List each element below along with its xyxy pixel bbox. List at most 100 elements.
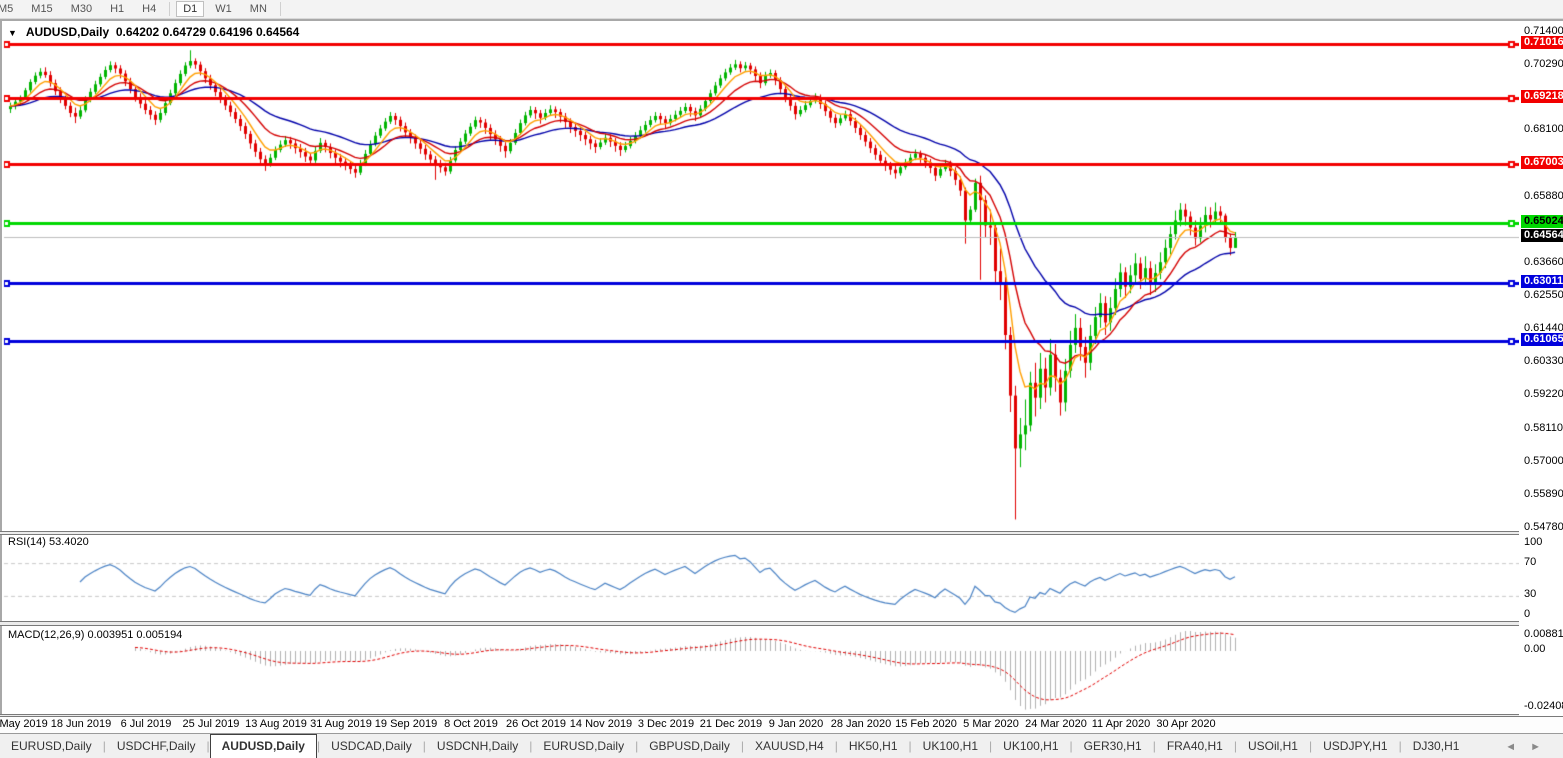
tab-gbpusd-daily-6[interactable]: GBPUSD,Daily [649, 739, 730, 753]
macd-tick-label: 0.008815 [1524, 628, 1563, 640]
symbol-tab-bar: EURUSD,Daily | USDCHF,Daily | AUDUSD,Daily | U… [0, 733, 1563, 758]
tab-separator: | [316, 739, 321, 753]
macd-tick-label: 0.00 [1524, 643, 1546, 655]
tab-separator: | [908, 739, 912, 753]
tab-usdcad-daily-3[interactable]: USDCAD,Daily [331, 739, 412, 753]
price-tick-label: 0.70290 [1524, 58, 1563, 71]
current-price-badge: 0.64564 [1521, 229, 1563, 242]
timeframe-button-h1[interactable]: H1 [110, 3, 125, 15]
toolbar-separator [169, 2, 171, 16]
tab-separator: | [529, 739, 533, 753]
tab-separator: | [1233, 739, 1237, 753]
price-level-badge[interactable]: 0.69218 [1521, 90, 1563, 104]
timeframe-button-d1[interactable]: D1 [176, 1, 205, 17]
price-tick-label: 0.63660 [1524, 255, 1563, 268]
tab-separator: | [740, 739, 745, 753]
time-axis-label: 15 Feb 2020 [895, 718, 957, 730]
price-tick-label: 0.58110 [1524, 421, 1563, 434]
macd-values: 0.003951 0.005194 [87, 629, 183, 641]
time-axis-label: 30 Apr 2020 [1156, 718, 1216, 730]
price-tick-label: 0.61440 [1524, 322, 1563, 335]
tab-xauusd-h4-7[interactable]: XAUUSD,H4 [755, 739, 824, 753]
tab-usdchf-daily-1[interactable]: USDCHF,Daily [116, 739, 196, 753]
tab-separator: | [102, 739, 106, 753]
price-level-badge[interactable]: 0.61065 [1521, 333, 1563, 347]
tab-eurusd-daily-0[interactable]: EURUSD,Daily [11, 739, 92, 753]
price-tick-label: 0.65880 [1524, 189, 1563, 202]
rsi-tick-label: 30 [1524, 588, 1537, 601]
price-level-badge[interactable]: 0.65024 [1521, 215, 1563, 229]
timeframe-button-w1[interactable]: W1 [215, 3, 232, 15]
tab-ger30-h1-11[interactable]: GER30,H1 [1083, 739, 1142, 753]
tab-uk100-h1-10[interactable]: UK100,H1 [1003, 739, 1059, 753]
time-axis-label: 24 Mar 2020 [1025, 718, 1087, 730]
pane-splitter-macd-bottom [0, 714, 1563, 717]
chart-dropdown-icon[interactable]: ▼ [8, 28, 17, 38]
timeframe-button-m15[interactable]: M15 [31, 3, 53, 15]
time-axis-label: 13 Aug 2019 [245, 718, 307, 730]
time-axis-label: 3 Dec 2019 [637, 718, 695, 730]
tab-separator: | [989, 739, 993, 753]
tab-separator: | [1308, 739, 1313, 753]
tab-separator: | [206, 739, 210, 753]
price-tick-label: 0.71400 [1524, 25, 1563, 37]
rsi-indicator-label: RSI(14) 53.4020 [8, 536, 89, 548]
time-axis-label: 18 Jun 2019 [50, 718, 112, 730]
tabs-scroll-arrows[interactable]: ◄► [1505, 741, 1555, 753]
time-axis-label: 30 May 2019 [0, 718, 48, 730]
macd-indicator-label: MACD(12,26,9) 0.003951 0.005194 [8, 629, 183, 641]
pane-splitter-main-rsi[interactable] [0, 531, 1563, 535]
price-level-badge[interactable]: 0.71016 [1521, 36, 1563, 50]
tab-fra40-h1-12[interactable]: FRA40,H1 [1166, 739, 1223, 753]
time-axis-label: 9 Jan 2020 [768, 718, 824, 730]
time-axis-label: 31 Aug 2019 [310, 718, 372, 730]
timeframe-button-h4[interactable]: H4 [142, 3, 157, 15]
price-level-badge[interactable]: 0.67003 [1521, 156, 1563, 170]
price-tick-label: 0.54780 [1524, 521, 1563, 533]
chart-plot[interactable] [2, 21, 1563, 735]
chart-title: ▼ AUDUSD,Daily 0.64202 0.64729 0.64196 0… [8, 25, 299, 39]
tab-usoil-h1-13[interactable]: USOil,H1 [1247, 739, 1298, 753]
tab-separator: | [635, 739, 639, 753]
tab-separator: | [1152, 739, 1156, 753]
price-tick-label: 0.55890 [1524, 487, 1563, 500]
rsi-tick-label: 70 [1524, 555, 1537, 568]
price-level-badge[interactable]: 0.63011 [1521, 275, 1563, 289]
chart-window [0, 19, 1563, 735]
price-tick-label: 0.60330 [1524, 355, 1563, 368]
time-axis-label: 26 Oct 2019 [506, 718, 566, 730]
chart-ohlc-values: 0.64202 0.64729 0.64196 0.64564 [115, 25, 300, 39]
time-axis-label: 8 Oct 2019 [444, 718, 498, 730]
time-axis-label: 6 Jul 2019 [120, 718, 172, 730]
time-axis-label: 21 Dec 2019 [699, 718, 763, 730]
timeframe-button-m5[interactable]: M5 [0, 3, 14, 15]
price-tick-label: 0.68100 [1524, 123, 1563, 136]
timeframe-toolbar: M5 M15 M30 H1 H4 D1 W1 MN [0, 0, 1563, 19]
tab-usdcnh-daily-4[interactable]: USDCNH,Daily [436, 739, 519, 753]
tab-separator: | [1069, 739, 1073, 753]
time-axis-label: 28 Jan 2020 [830, 718, 892, 730]
tab-audusd-daily-2[interactable]: AUDUSD,Daily [209, 734, 317, 758]
rsi-tick-label: 0 [1524, 608, 1531, 620]
tab-hk50-h1-8[interactable]: HK50,H1 [848, 739, 898, 753]
macd-tick-label: -0.024082 [1524, 700, 1563, 712]
tab-usdjpy-h1-14[interactable]: USDJPY,H1 [1323, 739, 1388, 753]
time-axis-label: 25 Jul 2019 [182, 718, 240, 730]
time-axis-label: 19 Sep 2019 [374, 718, 438, 730]
chart-symbol-label: AUDUSD,Daily [25, 25, 110, 39]
time-axis-label: 11 Apr 2020 [1091, 718, 1151, 730]
tab-dj30-h1-15[interactable]: DJ30,H1 [1412, 739, 1460, 753]
tab-eurusd-daily-5[interactable]: EURUSD,Daily [543, 739, 625, 753]
price-tick-label: 0.62550 [1524, 289, 1563, 302]
timeframe-button-mn[interactable]: MN [249, 3, 267, 15]
time-axis-label: 14 Nov 2019 [569, 718, 633, 730]
rsi-tick-label: 100 [1524, 536, 1543, 548]
timeframe-button-m30[interactable]: M30 [70, 3, 93, 15]
toolbar-separator [279, 2, 281, 16]
time-axis-label: 5 Mar 2020 [963, 718, 1019, 730]
pane-splitter-rsi-macd[interactable] [0, 621, 1563, 626]
price-axis[interactable]: 0.71400 0.70290 0.68100 0.65880 0.63660 0.625… [1519, 21, 1563, 716]
tab-uk100-h1-9[interactable]: UK100,H1 [922, 739, 979, 753]
